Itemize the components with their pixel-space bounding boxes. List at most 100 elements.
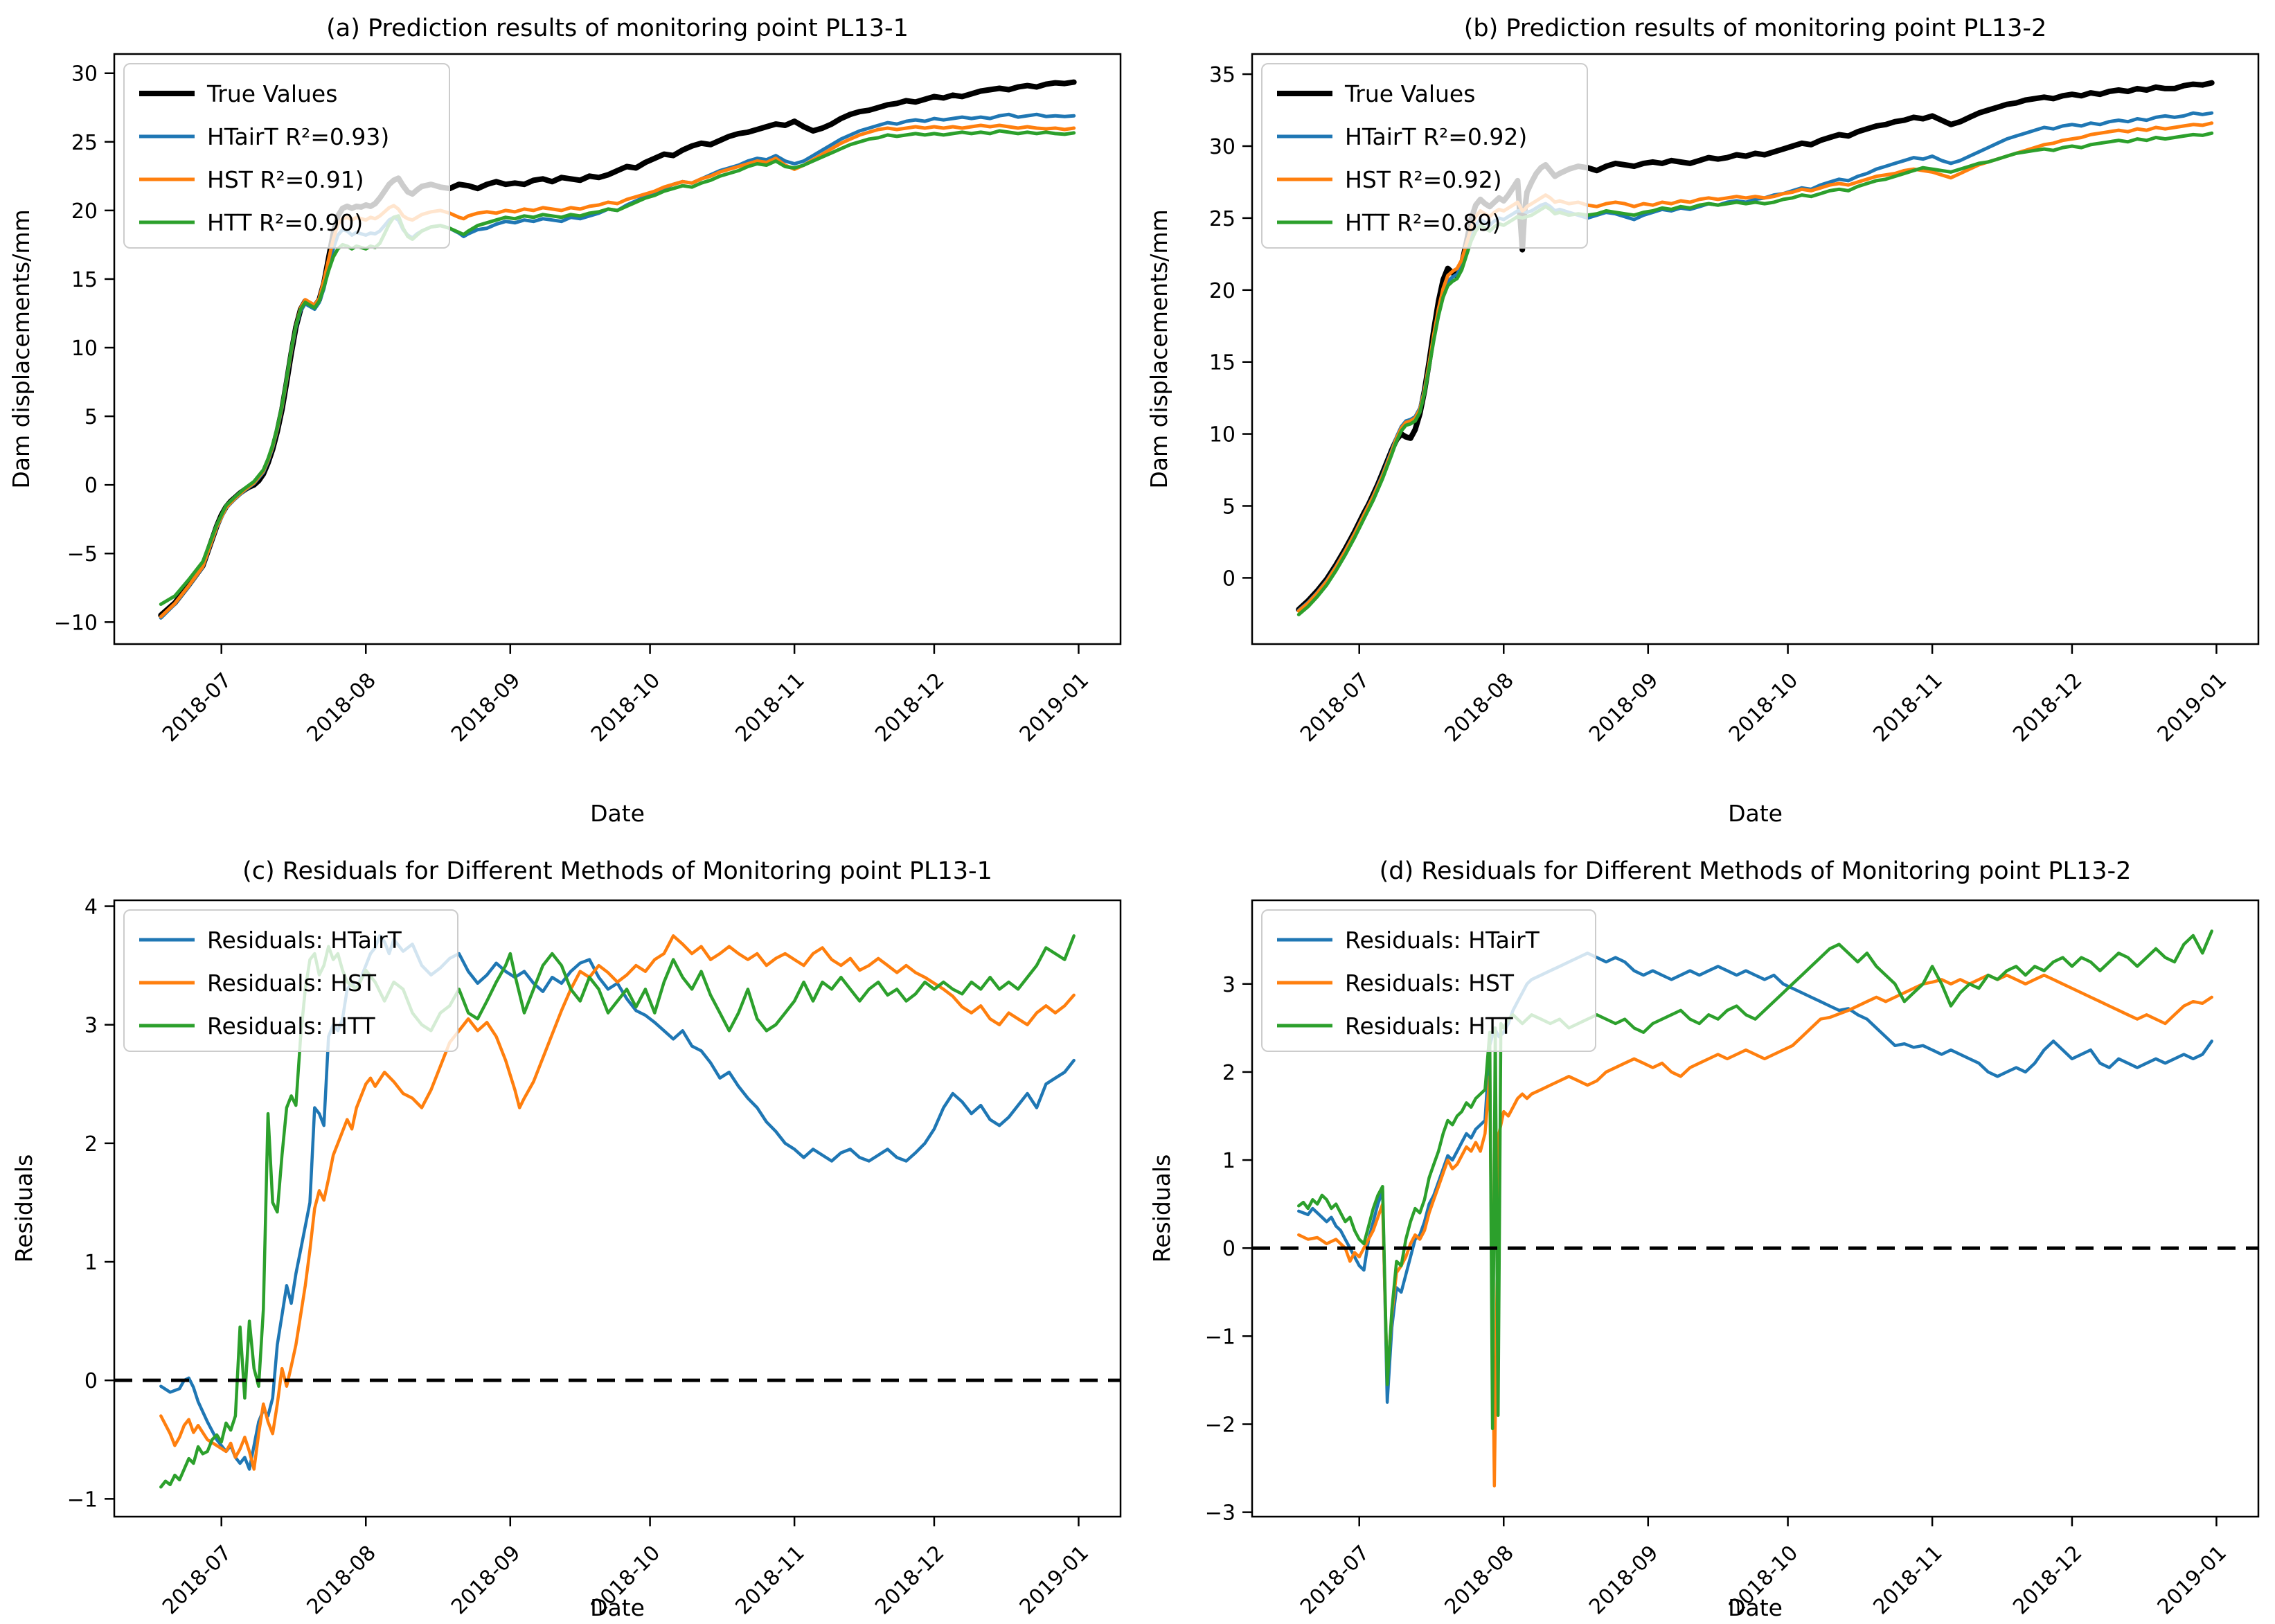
y-tick-label: 3 (1222, 973, 1235, 997)
x-tick-label: 2018-12 (2008, 668, 2087, 747)
axes-frame (1251, 53, 2260, 645)
series-line-HTT (159, 129, 1076, 606)
y-tick-label: 0 (84, 474, 98, 498)
subplot-d: 2018-07 2018-08 2018-09 2018-10 2018-11 2018-… (1148, 857, 2260, 1621)
legend-label-HTT: HTT R²=0.89) (1345, 209, 1501, 236)
legend-label-HST: HST R²=0.92) (1345, 166, 1502, 193)
legend-box (123, 909, 458, 1052)
x-tick-label: 2019-01 (1015, 1541, 1094, 1619)
x-tick-label: 2018-07 (1296, 668, 1374, 747)
chart-title-b: (b) Prediction results of monitoring poi… (1464, 15, 2047, 42)
series-line-HST (159, 934, 1076, 1471)
y-tick-label: 5 (84, 405, 98, 429)
legend-label-HTairT: Residuals: HTairT (207, 927, 402, 954)
legend-label-HTairT: HTairT R²=0.93) (207, 123, 389, 150)
y-tick-label: 0 (1222, 1237, 1235, 1261)
y-tick-label: 0 (1222, 566, 1235, 591)
y-tick-label: −5 (67, 542, 98, 566)
legend: Residuals: HTairT Residuals: HST Residuals… (123, 909, 458, 1052)
axes-frame (113, 53, 1122, 645)
legend-label-HTT: HTT R²=0.90) (207, 209, 363, 236)
x-tick-label: 2018-07 (158, 668, 236, 747)
legend-box (1261, 63, 1588, 249)
x-tick-label: 2018-09 (447, 1541, 525, 1619)
y-tick-label: −10 (54, 611, 98, 635)
series-line-HTT (159, 934, 1076, 1489)
legend: True Values HTairT R²=0.93) HST R²=0.91) HT… (123, 63, 450, 249)
x-tick-label: 2018-11 (1868, 668, 1947, 747)
x-axis-label-b: Date (1728, 800, 1783, 827)
series-line-HST (159, 123, 1076, 618)
y-axis-label-c: Residuals (10, 1154, 37, 1263)
legend-label-HST: Residuals: HST (1345, 970, 1515, 997)
legend-label-true: True Values (206, 80, 337, 107)
x-axis-label-d: Date (1728, 1594, 1783, 1621)
y-tick-label: 5 (1222, 495, 1235, 519)
series-line-HTairT (1297, 952, 2213, 1404)
x-tick-label: 2019-01 (1015, 668, 1094, 747)
y-tick-label: −1 (1205, 1325, 1235, 1349)
x-tick-label: 2018-09 (447, 668, 525, 747)
x-tick-label: 2018-08 (303, 1541, 381, 1619)
y-tick-label: 1 (84, 1251, 98, 1275)
x-tick-label: 2018-11 (731, 1541, 809, 1619)
y-tick-label: −2 (1205, 1413, 1235, 1438)
x-axis-label-c: Date (590, 1594, 645, 1621)
legend-label-HTairT: Residuals: HTairT (1345, 927, 1540, 954)
x-tick-label: 2018-10 (587, 668, 665, 747)
y-axis-label-a: Dam displacements/mm (8, 209, 35, 488)
subplot-a: 2018-07 2018-08 2018-09 2018-10 2018-11 2018-… (8, 15, 1122, 827)
y-tick-label: 35 (1209, 63, 1235, 87)
x-tick-label: 2018-08 (1440, 668, 1519, 747)
x-tick-label: 2018-11 (731, 668, 809, 747)
legend-box (1261, 909, 1596, 1052)
series-line-HTT (1296, 131, 2214, 616)
legend-label-HST: HST R²=0.91) (207, 166, 364, 193)
legend-label-true: True Values (1344, 80, 1475, 107)
plot-area-d: 2018-07 2018-08 2018-09 2018-10 2018-11 2018-… (1205, 899, 2260, 1619)
legend: True Values HTairT R²=0.92) HST R²=0.92) HT… (1261, 63, 1588, 249)
y-tick-label: 25 (1209, 207, 1235, 231)
x-tick-label: 2018-08 (1440, 1541, 1519, 1619)
subplot-b: 2018-07 2018-08 2018-09 2018-10 2018-11 2018-… (1145, 15, 2260, 827)
x-axis-label-a: Date (590, 800, 645, 827)
x-tick-label: 2018-10 (1724, 668, 1803, 747)
legend-label-HTairT: HTairT R²=0.92) (1345, 123, 1527, 150)
y-tick-label: 20 (71, 199, 98, 224)
y-tick-label: 1 (1222, 1149, 1235, 1173)
legend-label-HTT: Residuals: HTT (207, 1012, 376, 1039)
y-tick-label: 30 (1209, 135, 1235, 159)
y-tick-label: 15 (71, 268, 98, 292)
x-tick-label: 2018-09 (1585, 668, 1663, 747)
y-tick-label: −3 (1205, 1501, 1235, 1526)
y-tick-label: 2 (1222, 1061, 1235, 1085)
plot-area-b: 2018-07 2018-08 2018-09 2018-10 2018-11 2018-… (1209, 53, 2260, 747)
y-axis-label-d: Residuals (1148, 1154, 1175, 1263)
x-tick-label: 2018-08 (303, 668, 381, 747)
plot-area-c: 2018-07 2018-08 2018-09 2018-10 2018-11 2018-… (67, 895, 1122, 1619)
x-tick-label: 2018-07 (158, 1541, 236, 1619)
chart-title-a: (a) Prediction results of monitoring poi… (326, 15, 909, 42)
plot-area-a: 2018-07 2018-08 2018-09 2018-10 2018-11 2018-… (54, 53, 1122, 747)
y-tick-label: 4 (84, 895, 98, 920)
axes-frame (1251, 899, 2260, 1518)
legend-label-HTT: Residuals: HTT (1345, 1012, 1514, 1039)
series-line-HTairT (159, 934, 1076, 1471)
y-tick-label: 3 (84, 1014, 98, 1038)
legend: Residuals: HTairT Residuals: HST Residuals… (1261, 909, 1596, 1052)
y-tick-label: 10 (1209, 423, 1235, 447)
x-tick-label: 2019-01 (2153, 1541, 2231, 1619)
legend-label-HST: Residuals: HST (207, 970, 377, 997)
chart-title-c: (c) Residuals for Different Methods of M… (242, 857, 992, 885)
x-tick-label: 2018-07 (1296, 1541, 1374, 1619)
y-axis-label-b: Dam displacements/mm (1145, 209, 1172, 488)
series-line-HST (1297, 973, 2213, 1488)
y-tick-label: −1 (67, 1488, 98, 1512)
x-tick-label: 2018-12 (2008, 1541, 2087, 1619)
y-tick-label: 30 (71, 62, 98, 87)
x-tick-label: 2018-12 (871, 1541, 949, 1619)
chart-title-d: (d) Residuals for Different Methods of M… (1380, 857, 2132, 885)
y-tick-label: 20 (1209, 279, 1235, 303)
x-tick-label: 2018-12 (871, 668, 949, 747)
